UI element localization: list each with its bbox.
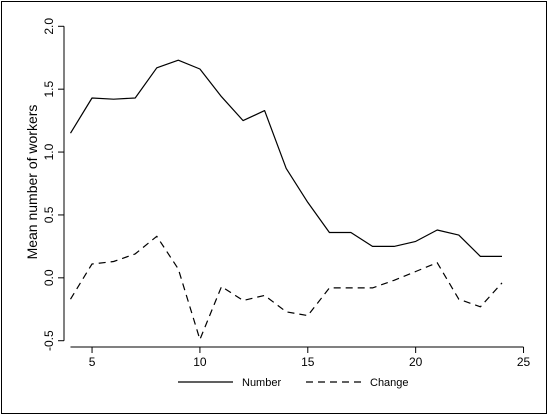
y-tick-label: 0.5 — [42, 206, 56, 223]
y-axis: -0.5 0.0 0.5 1.0 1.5 2.0 — [42, 18, 65, 351]
series-line-number — [69, 59, 502, 257]
x-tick-label: 15 — [301, 355, 315, 369]
series-layer — [69, 59, 503, 341]
y-tick-label: 2.0 — [42, 18, 56, 35]
legend-label-change: Change — [370, 377, 409, 389]
y-tick-label: 1.0 — [42, 143, 56, 160]
y-tick-label: 0.0 — [42, 269, 56, 286]
y-tick-label: 1.5 — [42, 81, 56, 98]
series-line-change — [69, 235, 503, 341]
legend: Number Change — [178, 377, 409, 389]
y-tick-label: -0.5 — [42, 330, 56, 351]
x-tick-label: 10 — [193, 355, 207, 369]
x-tick-label: 5 — [89, 355, 96, 369]
y-axis-title: Mean number of workers — [24, 105, 40, 260]
x-tick-label: 25 — [517, 355, 531, 369]
x-tick-label: 20 — [409, 355, 423, 369]
x-axis: 5 10 15 20 25 — [70, 346, 531, 369]
legend-label-number: Number — [242, 377, 281, 389]
